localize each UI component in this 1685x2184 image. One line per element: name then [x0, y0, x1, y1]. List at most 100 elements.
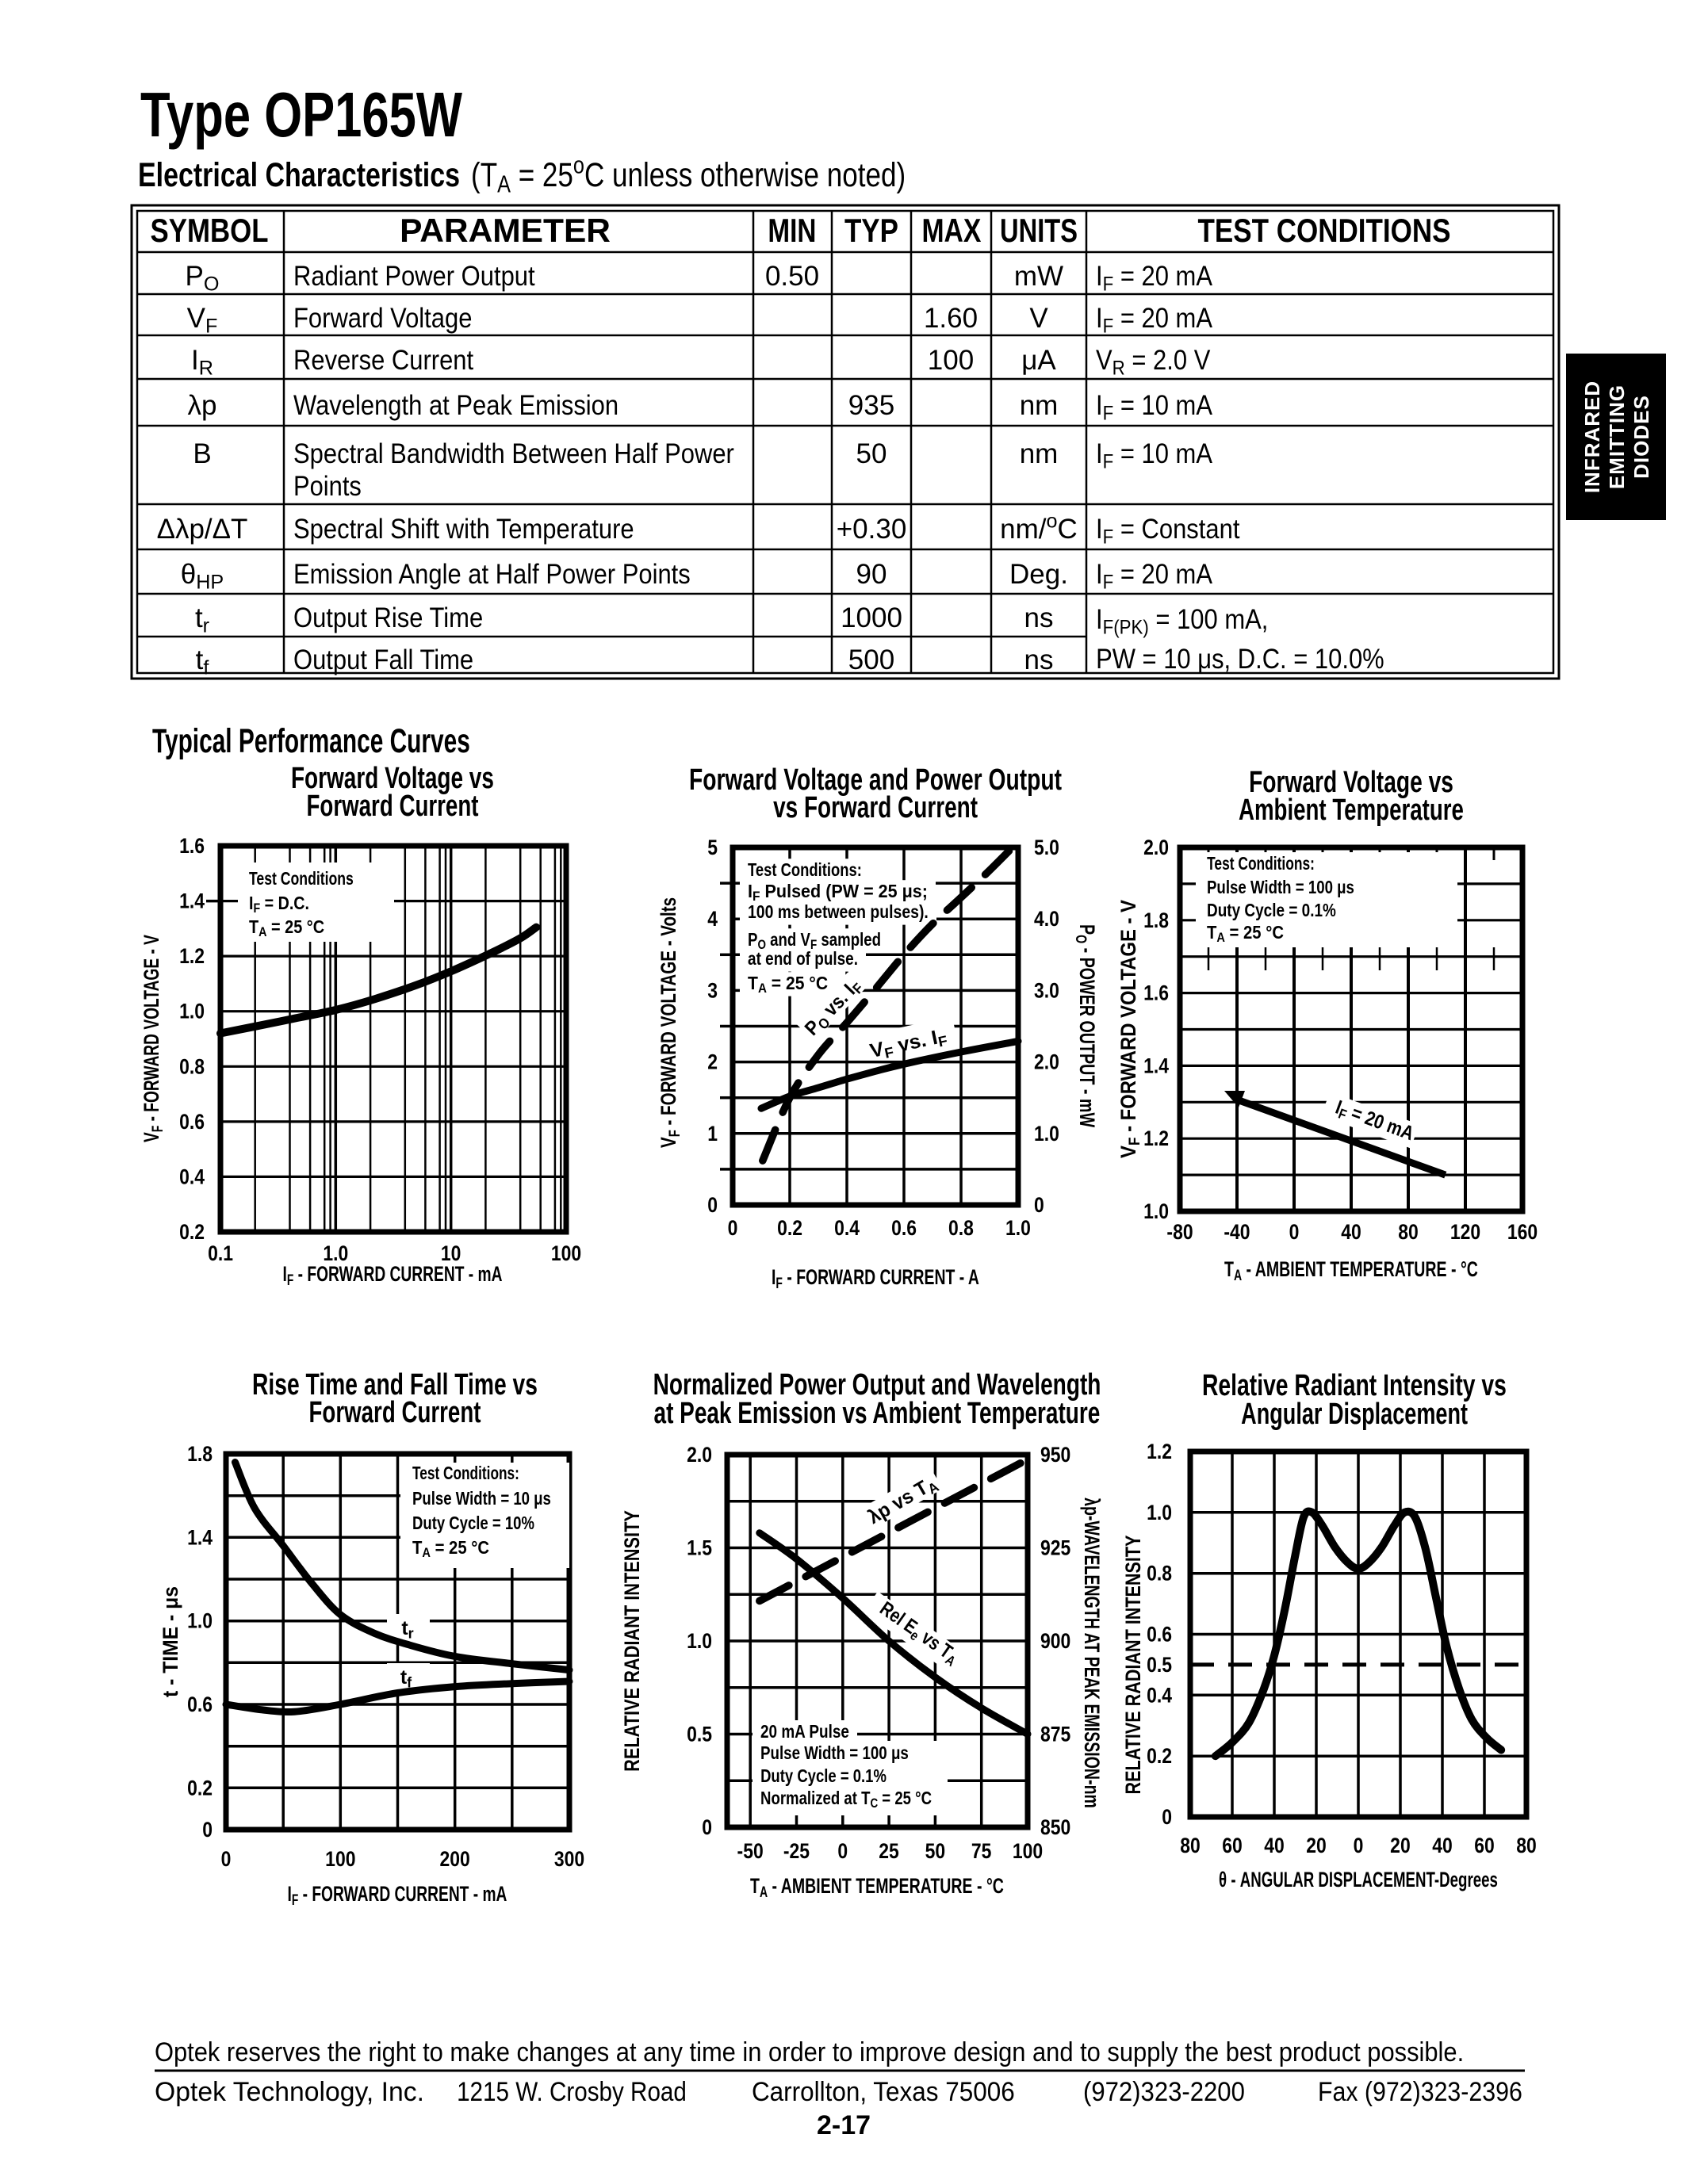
svg-text:Spectral Bandwidth Between Hal: Spectral Bandwidth Between Half Power — [293, 438, 734, 469]
svg-text:25: 25 — [879, 1839, 899, 1863]
svg-text:120: 120 — [1450, 1220, 1480, 1244]
svg-text:5: 5 — [707, 836, 718, 859]
svg-text:Rise Time and Fall Time vs: Rise Time and Fall Time vs — [252, 1368, 538, 1402]
svg-text:μA: μA — [1021, 345, 1056, 376]
svg-text:Forward Voltage vs: Forward Voltage vs — [291, 762, 494, 795]
svg-text:40: 40 — [1341, 1220, 1361, 1244]
svg-text:VF - FORWARD VOLTAGE - Volts: VF - FORWARD VOLTAGE - Volts — [657, 897, 683, 1148]
svg-text:TYP: TYP — [844, 212, 898, 250]
svg-text:Forward Current: Forward Current — [308, 1396, 481, 1429]
svg-text:-80: -80 — [1166, 1220, 1193, 1244]
svg-text:1.2: 1.2 — [179, 944, 205, 968]
svg-text:5.0: 5.0 — [1034, 836, 1059, 859]
svg-text:Points: Points — [293, 470, 362, 501]
svg-text:PW = 10 μs, D.C. = 10.0%: PW = 10 μs, D.C. = 10.0% — [1096, 644, 1384, 675]
svg-text:Radiant Power Output: Radiant Power Output — [293, 261, 535, 292]
svg-text:SYMBOL: SYMBOL — [151, 212, 269, 250]
svg-text:Pulse Width = 100 μs: Pulse Width = 100 μs — [760, 1743, 909, 1763]
svg-text:Forward Current: Forward Current — [307, 790, 479, 823]
svg-text:EMITTING: EMITTING — [1605, 384, 1629, 489]
svg-text:850: 850 — [1040, 1815, 1070, 1839]
svg-text:0: 0 — [707, 1193, 718, 1217]
svg-text:0: 0 — [702, 1815, 712, 1839]
svg-text:1.0: 1.0 — [1034, 1122, 1059, 1146]
svg-text:+0.30: +0.30 — [837, 514, 907, 545]
svg-text:1.0: 1.0 — [1147, 1501, 1172, 1524]
svg-text:20: 20 — [1390, 1834, 1411, 1857]
svg-text:Pulse Width = 10 μs: Pulse Width = 10 μs — [412, 1489, 551, 1509]
svg-text:B: B — [193, 438, 211, 469]
svg-text:nm: nm — [1020, 438, 1059, 469]
svg-text:Duty Cycle = 0.1%: Duty Cycle = 0.1% — [760, 1766, 887, 1786]
svg-text:1.0: 1.0 — [187, 1609, 213, 1633]
svg-text:-25: -25 — [783, 1839, 810, 1863]
svg-text:PO - POWER OUTPUT - mW: PO - POWER OUTPUT - mW — [1073, 924, 1098, 1128]
svg-text:500: 500 — [848, 644, 894, 675]
svg-text:IF = 10 mA: IF = 10 mA — [1096, 438, 1212, 472]
svg-text:20: 20 — [1306, 1834, 1327, 1857]
svg-text:at end of pulse.: at end of pulse. — [748, 949, 858, 969]
svg-text:INFRARED: INFRARED — [1580, 381, 1604, 493]
svg-text:0.5: 0.5 — [687, 1723, 712, 1746]
svg-text:90: 90 — [856, 559, 887, 590]
svg-text:VF - FORWARD VOLTAGE - V: VF - FORWARD VOLTAGE - V — [140, 935, 167, 1142]
svg-text:0.2: 0.2 — [1147, 1744, 1172, 1768]
svg-text:10: 10 — [441, 1241, 461, 1265]
svg-text:VF - FORWARD VOLTAGE - V: VF - FORWARD VOLTAGE - V — [1117, 900, 1143, 1158]
svg-text:1.0: 1.0 — [1005, 1216, 1031, 1240]
svg-text:(TA = 25oC unless otherwise no: (TA = 25oC unless otherwise noted) — [471, 151, 906, 197]
svg-text:IF = 10 mA: IF = 10 mA — [1096, 390, 1212, 424]
svg-text:0: 0 — [837, 1839, 848, 1863]
svg-text:0: 0 — [202, 1818, 213, 1842]
svg-text:1.2: 1.2 — [1147, 1440, 1172, 1463]
svg-text:100: 100 — [551, 1241, 581, 1265]
svg-text:1.0: 1.0 — [1143, 1199, 1169, 1223]
svg-text:1.4: 1.4 — [187, 1526, 213, 1550]
svg-text:1000: 1000 — [841, 602, 902, 633]
svg-text:60: 60 — [1474, 1834, 1495, 1857]
svg-text:ns: ns — [1024, 602, 1054, 633]
svg-text:40: 40 — [1264, 1834, 1285, 1857]
svg-text:Forward Voltage and Power Outp: Forward Voltage and Power Output — [689, 763, 1062, 797]
svg-text:Duty Cycle = 10%: Duty Cycle = 10% — [412, 1513, 534, 1533]
svg-text:1215 W. Crosby Road: 1215 W. Crosby Road — [457, 2076, 687, 2106]
svg-text:IF - FORWARD CURRENT - mA: IF - FORWARD CURRENT - mA — [283, 1262, 503, 1289]
svg-text:0.8: 0.8 — [948, 1216, 974, 1240]
svg-text:950: 950 — [1040, 1443, 1070, 1467]
svg-text:4.0: 4.0 — [1034, 907, 1059, 931]
svg-text:Electrical Characteristics: Electrical Characteristics — [138, 156, 460, 194]
svg-text:1.6: 1.6 — [1143, 981, 1169, 1005]
svg-text:1.4: 1.4 — [1143, 1054, 1169, 1078]
svg-text:Optek Technology, Inc.: Optek Technology, Inc. — [155, 2077, 424, 2107]
svg-text:100: 100 — [928, 345, 974, 376]
svg-text:IF = 20 mA: IF = 20 mA — [1096, 559, 1212, 593]
svg-text:Relative Radiant Intensity vs: Relative Radiant Intensity vs — [1202, 1369, 1507, 1402]
svg-text:875: 875 — [1040, 1723, 1070, 1746]
svg-text:Ambient Temperature: Ambient Temperature — [1239, 794, 1464, 827]
svg-text:PARAMETER: PARAMETER — [400, 212, 611, 249]
svg-text:75: 75 — [971, 1839, 992, 1863]
svg-text:50: 50 — [925, 1839, 946, 1863]
svg-text:0.4: 0.4 — [834, 1216, 860, 1240]
svg-text:Test Conditions:: Test Conditions: — [412, 1464, 519, 1484]
svg-text:nm: nm — [1020, 390, 1059, 421]
svg-text:Δλp/ΔT: Δλp/ΔT — [157, 514, 248, 545]
svg-text:MIN: MIN — [768, 212, 816, 250]
svg-text:t - TIME - μs: t - TIME - μs — [159, 1586, 182, 1697]
svg-text:RELATIVE RADIANT INTENSITY: RELATIVE RADIANT INTENSITY — [621, 1510, 645, 1772]
svg-text:TA = 25 °C: TA = 25 °C — [1207, 922, 1284, 946]
svg-text:1.0: 1.0 — [179, 1000, 205, 1023]
svg-text:0.6: 0.6 — [891, 1216, 917, 1240]
svg-text:4: 4 — [707, 907, 718, 931]
svg-text:0.4: 0.4 — [1147, 1684, 1172, 1708]
svg-text:Fax (972)323-2396: Fax (972)323-2396 — [1318, 2076, 1522, 2106]
svg-text:IF - FORWARD CURRENT - A: IF - FORWARD CURRENT - A — [772, 1265, 979, 1292]
svg-text:Duty Cycle = 0.1%: Duty Cycle = 0.1% — [1207, 901, 1336, 920]
svg-text:-50: -50 — [737, 1839, 764, 1863]
svg-text:80: 80 — [1180, 1834, 1201, 1857]
svg-text:-40: -40 — [1224, 1220, 1250, 1244]
svg-text:Emission Angle at Half Power P: Emission Angle at Half Power Points — [293, 559, 691, 590]
svg-text:2: 2 — [707, 1050, 718, 1074]
svg-text:1.8: 1.8 — [1143, 908, 1169, 932]
svg-text:0: 0 — [728, 1216, 738, 1240]
